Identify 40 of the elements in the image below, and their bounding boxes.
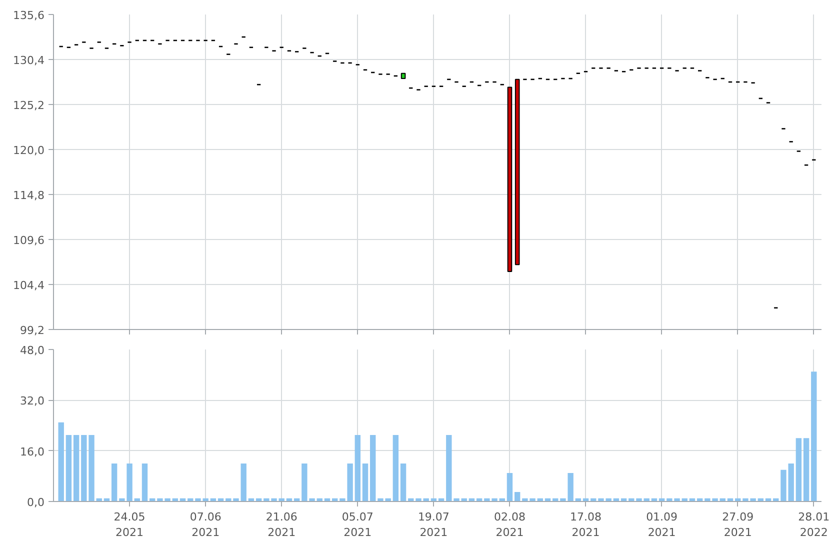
bar (506, 473, 513, 502)
x-tick-label: 28.01 2022 (798, 510, 830, 540)
bar (392, 435, 399, 502)
bar (400, 464, 406, 502)
bar (370, 435, 376, 502)
y-tick-label: 32,0 (20, 394, 45, 408)
x-tick-label: 19.07 2021 (418, 510, 450, 540)
y-tick-label: 120,0 (13, 144, 45, 157)
bar (73, 435, 80, 502)
bar (362, 464, 368, 502)
y-tick-label: 16,0 (20, 445, 45, 458)
y-tick-label: 130,4 (13, 54, 45, 67)
x-tick-label: 02.08 2021 (494, 510, 526, 540)
y-tick-label: 135,6 (13, 9, 45, 22)
y-tick-label: 48,0 (20, 344, 45, 357)
bar (796, 438, 802, 502)
candlestick (514, 78, 520, 266)
y-tick-label: 99,2 (20, 324, 45, 337)
x-tick-label: 05.07 2021 (342, 510, 374, 540)
bar (58, 422, 64, 502)
x-tick-label: 01.09 2021 (646, 510, 678, 540)
x-tick-label: 24.05 2021 (114, 510, 146, 540)
bar (514, 492, 520, 502)
x-tick-label: 07.06 2021 (190, 510, 222, 540)
x-tick-label: 27.09 2021 (722, 510, 754, 540)
x-tick-label: 17.08 2021 (570, 510, 602, 540)
y-tick-label: 0,0 (27, 496, 45, 509)
y-tick-label: 104,4 (13, 279, 45, 292)
candlestick (507, 86, 512, 272)
bar (811, 372, 817, 502)
candlestick (400, 72, 406, 80)
bar (111, 464, 118, 502)
y-tick-label: 109,6 (13, 234, 45, 247)
bar (354, 435, 361, 502)
y-tick-label: 125,2 (13, 99, 45, 112)
bar (803, 438, 810, 502)
x-tick-label: 21.06 2021 (266, 510, 298, 540)
bar (142, 464, 148, 502)
y-tick-label: 114,8 (13, 189, 45, 202)
bar (66, 435, 72, 502)
